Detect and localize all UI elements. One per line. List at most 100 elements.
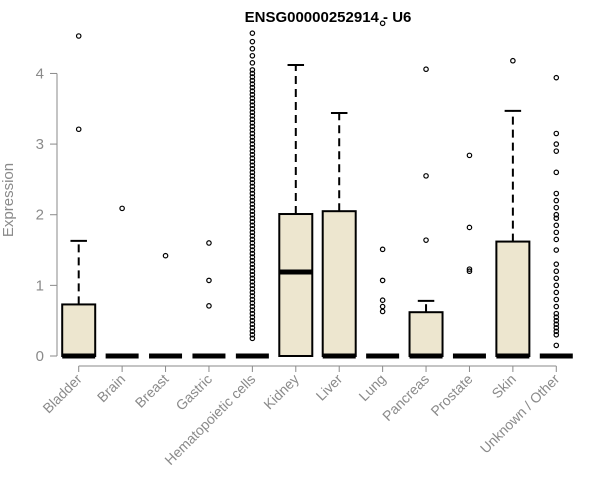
outlier-point bbox=[249, 109, 256, 116]
outlier-point bbox=[553, 229, 560, 236]
outlier-point bbox=[249, 88, 256, 94]
outlier-point bbox=[249, 183, 256, 190]
outlier-point bbox=[553, 261, 560, 267]
outlier-point bbox=[249, 222, 256, 229]
box-breast bbox=[149, 252, 183, 359]
outlier-point bbox=[553, 317, 560, 324]
outlier-point bbox=[553, 197, 560, 204]
outlier-point bbox=[379, 297, 386, 303]
outlier-point bbox=[206, 240, 212, 246]
x-tick-label: Pancreas bbox=[379, 371, 432, 424]
chart-title: ENSG00000252914 - U6 bbox=[245, 9, 412, 26]
outlier-point bbox=[249, 113, 256, 119]
box-liver bbox=[321, 112, 357, 359]
outlier-point bbox=[379, 246, 386, 253]
y-tick-label: 3 bbox=[36, 136, 44, 153]
box-prostate bbox=[452, 152, 486, 359]
outlier-point bbox=[249, 314, 256, 320]
outlier-point bbox=[249, 187, 256, 193]
outlier-point bbox=[249, 201, 256, 207]
outlier-point bbox=[249, 324, 256, 331]
outlier-point bbox=[553, 332, 560, 338]
box-rect bbox=[408, 311, 444, 357]
outlier-point bbox=[423, 237, 429, 243]
outlier-point bbox=[249, 173, 256, 179]
outlier-point bbox=[249, 144, 256, 151]
outlier-point bbox=[553, 328, 560, 335]
outlier-point bbox=[206, 277, 212, 284]
outlier-point bbox=[553, 141, 560, 147]
outlier-point bbox=[249, 208, 256, 214]
outlier-point bbox=[249, 151, 256, 158]
outlier-point bbox=[553, 275, 560, 282]
outlier-point bbox=[249, 105, 256, 112]
outlier-point bbox=[249, 158, 256, 165]
outlier-point bbox=[249, 293, 256, 299]
outlier-point bbox=[423, 173, 429, 179]
outlier-point bbox=[553, 222, 560, 229]
outlier-point bbox=[249, 60, 256, 66]
outlier-point bbox=[249, 116, 256, 123]
outlier-point bbox=[249, 226, 256, 232]
outlier-point bbox=[510, 57, 516, 64]
outlier-point bbox=[249, 261, 256, 267]
outlier-point bbox=[466, 152, 473, 159]
outlier-point bbox=[249, 166, 256, 172]
outlier-point bbox=[249, 243, 256, 250]
outlier-point bbox=[249, 141, 256, 147]
outlier-point bbox=[249, 134, 256, 140]
outlier-point bbox=[553, 296, 560, 303]
outlier-point bbox=[249, 98, 256, 105]
outlier-point bbox=[249, 52, 256, 59]
box-brain bbox=[105, 205, 139, 359]
outlier-point bbox=[249, 162, 256, 169]
outlier-point bbox=[379, 277, 386, 284]
outlier-point bbox=[249, 45, 256, 52]
outlier-point bbox=[249, 310, 256, 317]
x-tick-label: Lung bbox=[355, 371, 388, 404]
outlier-point bbox=[249, 95, 256, 101]
box-rect bbox=[61, 303, 97, 358]
outlier-point bbox=[553, 169, 560, 176]
outlier-point bbox=[75, 33, 82, 39]
outlier-point bbox=[249, 176, 256, 183]
outlier-point bbox=[553, 74, 560, 81]
box-lung bbox=[366, 20, 400, 359]
outlier-point bbox=[249, 204, 256, 211]
outlier-point bbox=[553, 247, 560, 253]
outlier-point bbox=[249, 247, 256, 253]
outlier-point bbox=[379, 303, 386, 310]
outlier-point bbox=[249, 194, 256, 200]
box-kidney bbox=[278, 63, 314, 357]
outlier-point bbox=[249, 155, 256, 162]
x-tick-label: Liver bbox=[313, 371, 346, 404]
x-tick-label: Breast bbox=[132, 371, 172, 411]
outlier-point bbox=[553, 190, 560, 197]
outlier-point bbox=[379, 308, 386, 315]
outlier-point bbox=[249, 289, 256, 296]
x-tick-label: Prostate bbox=[427, 371, 475, 419]
outlier-point bbox=[553, 342, 560, 349]
outlier-point bbox=[249, 303, 256, 310]
outlier-point bbox=[249, 38, 256, 45]
outlier-point bbox=[249, 127, 256, 133]
outlier-point bbox=[249, 335, 256, 342]
outlier-point bbox=[249, 91, 256, 98]
boxes-group bbox=[61, 20, 573, 359]
outlier-point bbox=[249, 321, 256, 328]
outlier-point bbox=[249, 148, 256, 154]
outlier-point bbox=[249, 317, 256, 324]
outlier-point bbox=[553, 130, 560, 137]
outlier-point bbox=[553, 310, 560, 317]
x-tick-label: Brain bbox=[94, 371, 128, 405]
outlier-point bbox=[249, 236, 256, 243]
outlier-point bbox=[249, 77, 256, 84]
outlier-point bbox=[553, 303, 560, 310]
outlier-point bbox=[249, 120, 256, 126]
outlier-point bbox=[553, 236, 560, 243]
outlier-point bbox=[553, 215, 560, 222]
outlier-point bbox=[379, 20, 386, 27]
